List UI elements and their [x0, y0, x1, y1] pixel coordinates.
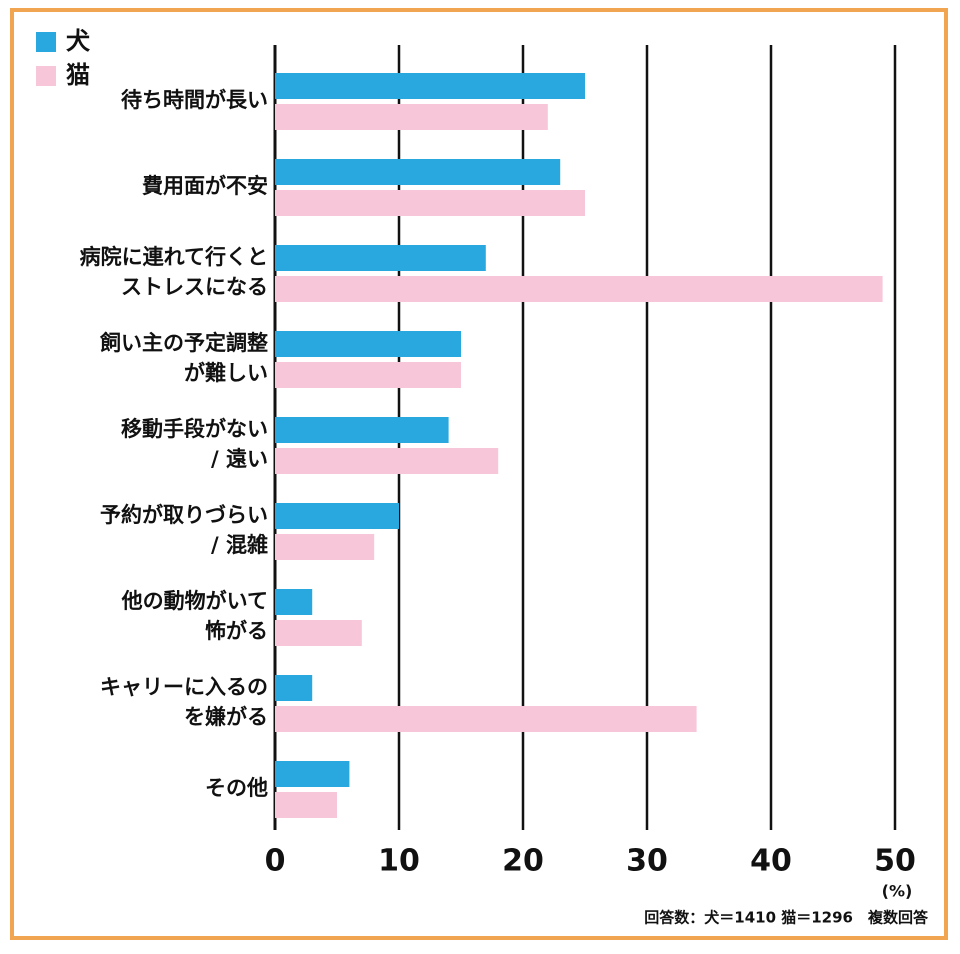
bar	[275, 792, 337, 818]
y-tick-label: 予約が取りづらい	[100, 503, 268, 527]
bar	[275, 448, 499, 474]
x-tick-label: 20	[502, 844, 544, 879]
bar	[275, 589, 313, 615]
y-tick-label: 他の動物がいて	[121, 589, 268, 613]
bar	[275, 675, 313, 701]
x-tick-label: 10	[378, 844, 420, 879]
y-tick-label: / 混雑	[211, 533, 268, 557]
bar	[275, 331, 461, 357]
y-tick-label: 飼い主の予定調整	[99, 331, 268, 355]
bar	[275, 620, 362, 646]
y-tick-label: キャリーに入るの	[100, 675, 268, 699]
bar	[275, 503, 399, 529]
x-tick-label: 40	[750, 844, 792, 879]
footnote: 回答数：犬＝1410 猫＝1296 複数回答	[644, 909, 929, 927]
x-tick-label: 30	[626, 844, 668, 879]
y-tick-label: 移動手段がない	[121, 417, 268, 441]
bar	[275, 706, 697, 732]
y-tick-label: が難しい	[184, 361, 268, 385]
bar	[275, 534, 375, 560]
bar	[275, 159, 561, 185]
y-tick-label: を嫌がる	[184, 705, 268, 729]
y-tick-label: ストレスになる	[121, 275, 268, 299]
y-tick-label: 怖がる	[205, 619, 268, 643]
bar	[275, 190, 585, 216]
legend-swatch	[36, 66, 56, 86]
unit-label: (%)	[882, 882, 913, 901]
frame	[10, 8, 948, 940]
bar	[275, 761, 350, 787]
bar	[275, 417, 449, 443]
y-tick-label: / 遠い	[211, 447, 268, 471]
bar	[275, 73, 585, 99]
legend-label: 犬	[66, 27, 91, 55]
y-tick-label: その他	[205, 776, 268, 800]
y-tick-label: 病院に連れて行くと	[80, 245, 268, 269]
y-tick-label: 待ち時間が長い	[121, 88, 268, 112]
legend-label: 猫	[66, 61, 90, 89]
bar	[275, 276, 883, 302]
x-tick-label: 0	[265, 844, 286, 879]
bar	[275, 245, 486, 271]
x-tick-label: 50	[874, 844, 916, 879]
bar	[275, 362, 461, 388]
y-tick-label: 費用面が不安	[142, 174, 268, 198]
legend-swatch	[36, 32, 56, 52]
bar	[275, 104, 548, 130]
